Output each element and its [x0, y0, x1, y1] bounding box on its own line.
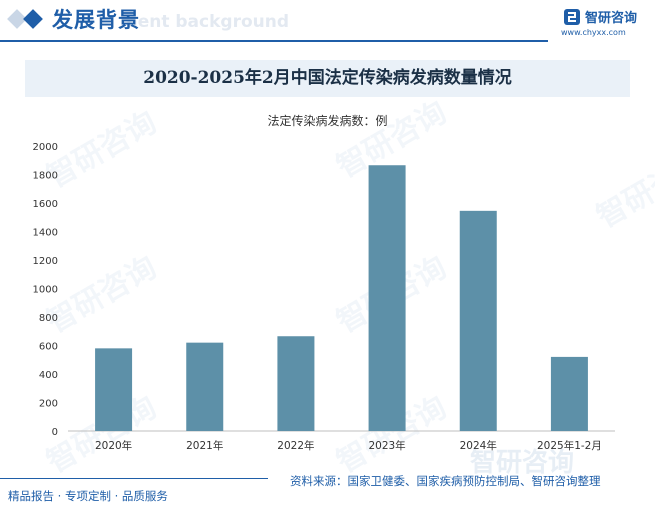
brand-icon [564, 9, 580, 25]
y-tick-label: 1600 [33, 199, 58, 210]
bar [277, 336, 315, 431]
y-tick-label: 1400 [33, 228, 58, 239]
diamond-dark-icon [23, 9, 43, 29]
y-tick-label: 1200 [33, 256, 58, 267]
y-tick-label: 800 [39, 313, 58, 324]
bar [186, 342, 224, 431]
y-tick-label: 400 [39, 370, 58, 381]
y-tick-label: 1000 [33, 285, 58, 296]
x-tick-label: 2021年 [186, 439, 223, 452]
section-header: ment background 发展背景 智研咨询 www.chyxx.com [0, 0, 655, 42]
unit-label: 法定传染病发病数：例 [267, 114, 388, 128]
bar-chart: 0 200 400 600 800 1000 1200 1400 1600 1800 2000 202… [33, 142, 615, 452]
bar [368, 165, 406, 432]
footer-divider [0, 478, 268, 479]
section-subtitle: ment background [120, 12, 290, 32]
x-tick-label: 2022年 [277, 439, 314, 452]
y-tick-label: 2000 [33, 142, 58, 153]
data-source: 资料来源：国家卫健委、国家疾病预防控制局、智研咨询整理 [290, 474, 601, 488]
x-tick-label: 2025年1-2月 [537, 439, 602, 452]
header-divider [0, 40, 548, 42]
brand-name: 智研咨询 [585, 11, 638, 26]
x-tick-label: 2024年 [460, 439, 497, 452]
chart-title: 2020-2025年2月中国法定传染病发病数量情况 [143, 68, 512, 88]
y-tick-label: 600 [39, 342, 58, 353]
chart-title-band: 2020-2025年2月中国法定传染病发病数量情况 [25, 60, 630, 97]
brand-logo: 智研咨询 www.chyxx.com [561, 6, 653, 40]
bar [550, 356, 588, 431]
y-tick-label: 200 [39, 399, 58, 410]
brand-url: www.chyxx.com [561, 28, 626, 37]
bar [459, 210, 497, 431]
y-tick-label: 0 [52, 427, 58, 438]
section-title: 发展背景 [52, 8, 140, 32]
x-tick-label: 2023年 [368, 439, 405, 452]
bar [95, 348, 133, 431]
footer-brand-watermark: 智研咨询 [470, 448, 575, 478]
slogan: 精品报告 · 专项定制 · 品质服务 [8, 489, 168, 503]
x-tick-label: 2020年 [95, 439, 132, 452]
y-tick-label: 1800 [33, 171, 58, 182]
